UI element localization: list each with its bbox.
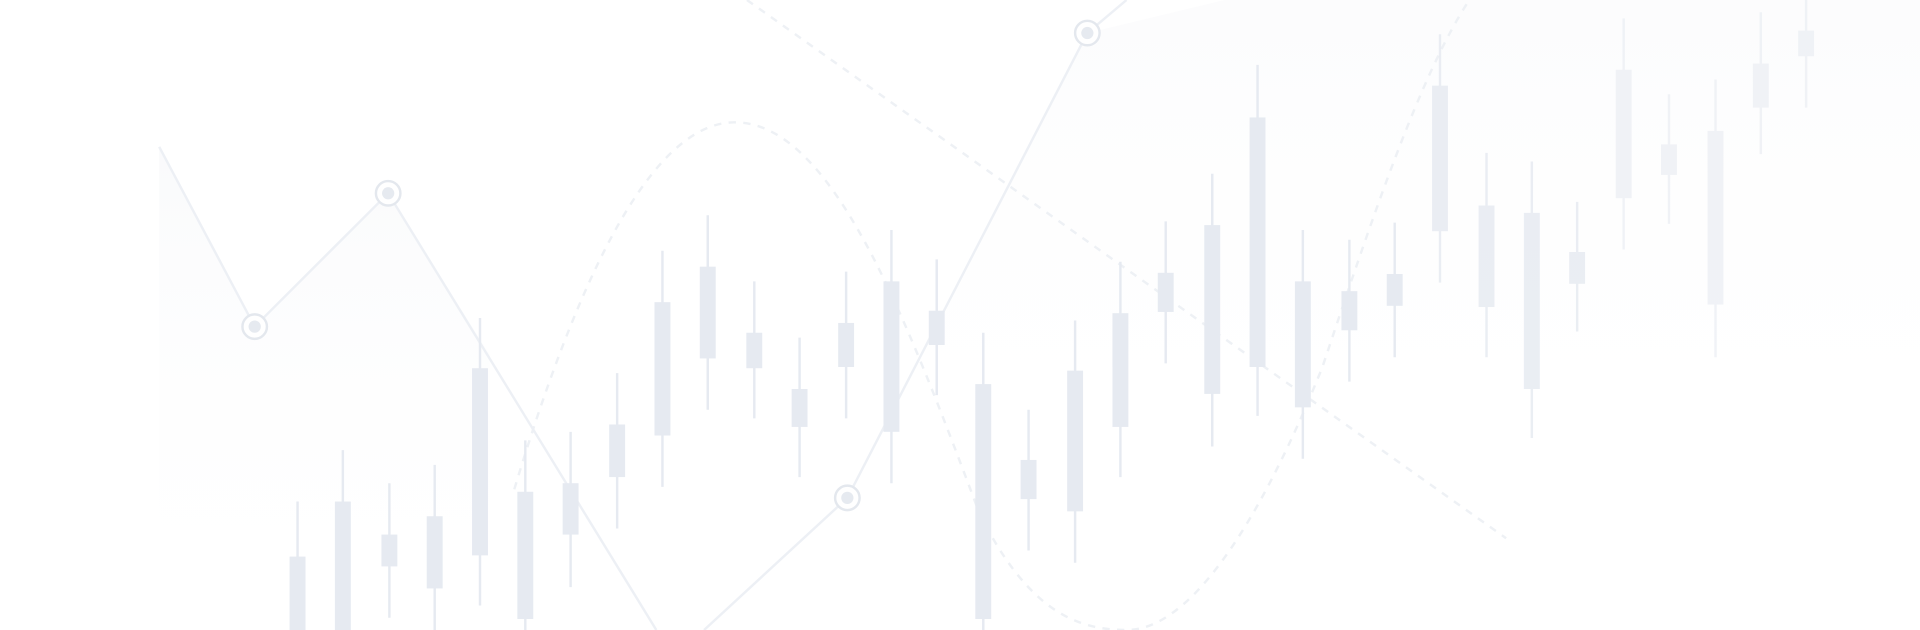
candle-body	[1615, 69, 1632, 199]
candle	[1478, 152, 1495, 358]
candle-body	[1157, 272, 1174, 312]
candle-body	[1478, 205, 1495, 308]
candle-body	[1112, 313, 1129, 427]
candle	[654, 250, 671, 487]
candle	[975, 332, 992, 630]
candle	[1386, 222, 1403, 358]
candle-body	[1798, 30, 1815, 57]
candle-body	[1294, 281, 1311, 408]
candle-body	[1523, 212, 1540, 390]
marker-dot	[1081, 26, 1094, 40]
candle-body	[517, 491, 534, 619]
candle-body	[381, 534, 398, 567]
candle	[1249, 64, 1266, 416]
candle-body	[472, 368, 488, 556]
candle-body	[791, 389, 808, 427]
candle	[1020, 409, 1037, 551]
area-shade	[159, 146, 490, 630]
candle	[1432, 34, 1448, 283]
candle	[1067, 320, 1084, 563]
candle	[838, 271, 855, 419]
candle-body	[1341, 291, 1358, 331]
candle-body	[1020, 459, 1037, 500]
candle	[928, 259, 945, 396]
candle	[334, 450, 351, 630]
marker-dot	[841, 491, 854, 504]
candle-body	[699, 266, 716, 359]
candle-body	[1386, 274, 1403, 306]
candle-body	[1569, 252, 1586, 284]
candle-body	[838, 322, 855, 367]
candle	[289, 501, 306, 630]
candle-body	[883, 281, 900, 432]
candle	[1615, 18, 1632, 250]
candle	[562, 431, 579, 588]
candle	[1661, 94, 1677, 224]
candle	[791, 337, 808, 478]
candle-body	[1432, 85, 1448, 232]
candle-body	[426, 516, 443, 589]
trend-line	[703, 0, 1128, 630]
candle-body	[746, 332, 763, 369]
candle-body	[654, 302, 671, 436]
candle-body	[975, 384, 992, 619]
candle	[746, 281, 763, 419]
candle	[609, 373, 626, 529]
candles	[289, 0, 1815, 630]
candle	[1204, 173, 1221, 447]
candle-body	[1707, 130, 1724, 305]
marker-dot	[248, 320, 261, 333]
candle	[1798, 0, 1815, 108]
candle-body	[928, 310, 945, 345]
candle	[1112, 261, 1129, 478]
candle-body	[1067, 370, 1084, 512]
candle	[472, 318, 488, 606]
candle	[1707, 79, 1724, 358]
area-shade	[847, 0, 1920, 498]
candle-body	[1249, 117, 1266, 367]
marker-dot	[382, 187, 395, 200]
candle-body	[1752, 63, 1769, 108]
candle-body	[1204, 225, 1221, 394]
candle	[1157, 221, 1174, 364]
candle	[1294, 229, 1311, 459]
candle	[517, 440, 534, 630]
candle	[883, 229, 900, 484]
candle-body	[289, 556, 306, 630]
candle	[1569, 201, 1586, 332]
candle	[1341, 239, 1358, 382]
candle	[381, 483, 398, 618]
candle-body	[1661, 144, 1677, 175]
candle	[1752, 12, 1769, 155]
candle-body	[562, 483, 579, 535]
candle	[699, 215, 716, 410]
candle-body	[609, 424, 626, 478]
candle	[426, 464, 443, 630]
trend-line	[158, 146, 658, 630]
candle	[1523, 161, 1540, 438]
candle-body	[334, 501, 351, 630]
markers	[241, 19, 1101, 512]
